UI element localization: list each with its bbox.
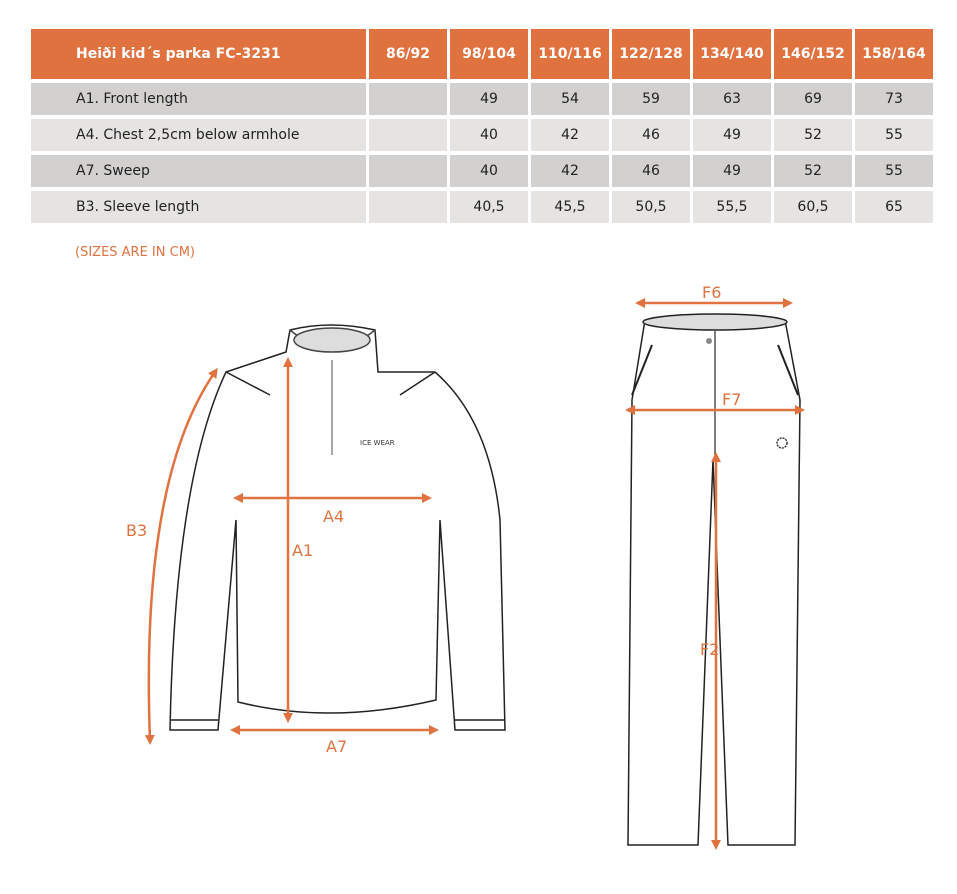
measurement-value: 42 (531, 155, 609, 187)
size-header: 134/140 (693, 29, 771, 79)
measurement-value: 46 (612, 155, 690, 187)
label-b3: B3 (126, 521, 147, 540)
table-row: A1. Front length 49 54 59 63 69 73 (31, 83, 933, 115)
measurement-value: 59 (612, 83, 690, 115)
table-row: A4. Chest 2,5cm below armhole 40 42 46 49 52 5… (31, 119, 933, 151)
size-chart-table: Heiði kid´s parka FC-3231 86/92 98/104 1… (28, 25, 936, 227)
measurement-value (369, 83, 447, 115)
measurement-value (369, 191, 447, 223)
b3-arrow (144, 367, 218, 745)
label-f2: F2 (700, 640, 719, 659)
measurement-value: 55,5 (693, 191, 771, 223)
measurement-arrows (144, 298, 805, 850)
measurement-value: 50,5 (612, 191, 690, 223)
measurement-label: A7. Sweep (31, 155, 366, 187)
measurement-value (369, 155, 447, 187)
measurement-label: A1. Front length (31, 83, 366, 115)
measurement-value: 40 (450, 155, 528, 187)
size-header: 98/104 (450, 29, 528, 79)
measurement-value: 55 (855, 155, 933, 187)
ice-wear-logo: ICE WEAR (360, 439, 395, 447)
size-header: 110/116 (531, 29, 609, 79)
units-note: (SIZES ARE IN CM) (75, 245, 195, 260)
label-f7: F7 (722, 390, 741, 409)
measurement-value: 42 (531, 119, 609, 151)
measurement-value: 40 (450, 119, 528, 151)
size-header: 86/92 (369, 29, 447, 79)
label-a1: A1 (292, 541, 313, 560)
measurement-value: 49 (693, 119, 771, 151)
label-a4: A4 (323, 507, 344, 526)
jacket-drawing: ICE WEAR (169, 324, 506, 731)
measurement-value: 73 (855, 83, 933, 115)
measurement-value: 52 (774, 119, 852, 151)
measurement-value (369, 119, 447, 151)
size-header: 158/164 (855, 29, 933, 79)
measurement-label: B3. Sleeve length (31, 191, 366, 223)
measurement-label: A4. Chest 2,5cm below armhole (31, 119, 366, 151)
measurement-value: 69 (774, 83, 852, 115)
measurement-value: 40,5 (450, 191, 528, 223)
measurement-value: 55 (855, 119, 933, 151)
measurement-value: 52 (774, 155, 852, 187)
size-header: 146/152 (774, 29, 852, 79)
label-a7: A7 (326, 737, 347, 756)
measurement-value: 63 (693, 83, 771, 115)
table-row: A7. Sweep 40 42 46 49 52 55 (31, 155, 933, 187)
measurement-value: 49 (693, 155, 771, 187)
measurement-value: 49 (450, 83, 528, 115)
header-row: Heiði kid´s parka FC-3231 86/92 98/104 1… (31, 29, 933, 79)
measurement-value: 54 (531, 83, 609, 115)
pants-drawing (627, 313, 801, 846)
measurement-value: 45,5 (531, 191, 609, 223)
measurement-value: 65 (855, 191, 933, 223)
label-f6: F6 (702, 283, 721, 302)
measurement-value: 60,5 (774, 191, 852, 223)
table-title: Heiði kid´s parka FC-3231 (31, 29, 366, 79)
measurement-value: 46 (612, 119, 690, 151)
size-header: 122/128 (612, 29, 690, 79)
table-row: B3. Sleeve length 40,5 45,5 50,5 55,5 60,5 65 (31, 191, 933, 223)
